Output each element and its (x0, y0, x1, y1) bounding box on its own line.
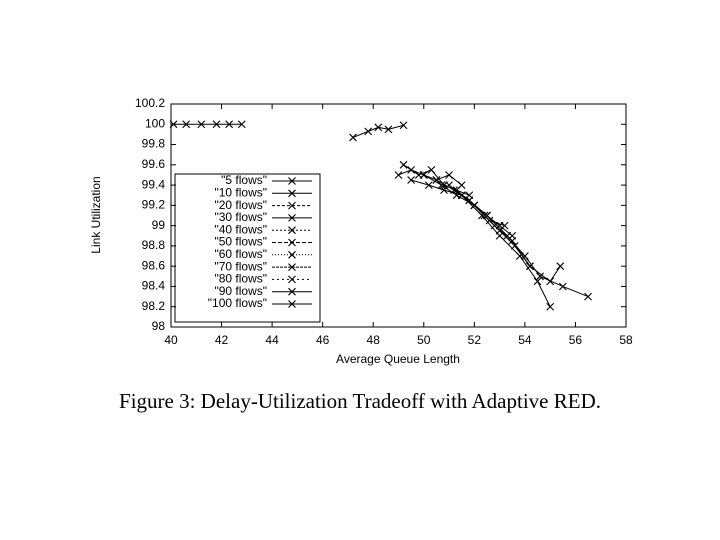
legend-label: "10 flows" (214, 185, 267, 199)
x-tick-label: 50 (417, 333, 431, 347)
legend-marker (288, 250, 296, 259)
data-point (432, 176, 441, 184)
data-point (364, 127, 373, 136)
data-point (483, 211, 491, 220)
data-point (225, 120, 234, 129)
y-tick-label: 100.2 (135, 96, 165, 110)
y-tick-label: 99.4 (142, 177, 166, 191)
legend-label: "80 flows" (214, 272, 267, 286)
legend-box (174, 173, 321, 323)
x-tick-label: 44 (265, 333, 279, 347)
x-tick-label: 54 (518, 333, 532, 347)
data-point (407, 176, 416, 184)
data-point (526, 262, 534, 271)
y-tick-label: 99 (152, 218, 166, 232)
y-tick-label: 99.6 (142, 157, 166, 171)
data-point (237, 120, 246, 129)
data-point (427, 165, 436, 174)
y-axis-label: Link Utilization (89, 176, 103, 253)
data-point (546, 277, 555, 286)
legend-label: "5 flows" (221, 173, 267, 187)
y-tick-label: 98.4 (142, 279, 166, 293)
data-point (182, 120, 191, 129)
data-point (349, 133, 357, 142)
y-tick-label: 98.8 (142, 238, 166, 252)
legend-marker (288, 214, 296, 222)
data-point (536, 272, 544, 281)
legend-label: "60 flows" (214, 247, 267, 261)
x-tick-label: 40 (164, 333, 178, 347)
series-line (423, 174, 505, 227)
data-point (495, 231, 504, 240)
legend-label: "70 flows" (214, 259, 267, 273)
data-point (490, 221, 499, 230)
legend-label: "50 flows" (214, 235, 267, 249)
legend-marker (288, 238, 296, 247)
legend-marker (288, 177, 296, 185)
data-point (556, 262, 565, 271)
legend-label: "40 flows" (214, 222, 267, 236)
data-point (424, 181, 433, 189)
data-point (212, 120, 221, 129)
data-point (558, 282, 567, 291)
data-point (197, 120, 206, 129)
legend-marker (288, 263, 296, 271)
series-line (403, 164, 470, 196)
data-point (394, 171, 403, 179)
data-point (399, 160, 408, 169)
y-tick-label: 100 (145, 116, 165, 130)
legend-marker (288, 226, 296, 235)
x-tick-label: 58 (619, 333, 633, 347)
legend-label: "30 flows" (214, 210, 267, 224)
plot-frame (170, 103, 627, 328)
data-point (445, 171, 453, 179)
legend-marker (288, 287, 296, 296)
data-point (584, 292, 592, 301)
y-tick-label: 98.2 (142, 299, 166, 313)
x-tick-label: 48 (367, 333, 381, 347)
y-tick-label: 99.2 (142, 198, 166, 212)
y-tick-label: 99.8 (142, 137, 166, 151)
legend-marker (288, 201, 296, 210)
data-point (384, 125, 393, 134)
data-point (503, 231, 512, 240)
data-point (419, 171, 428, 179)
legend-marker (288, 189, 296, 198)
x-tick-label: 56 (569, 333, 583, 347)
legend-marker (288, 275, 296, 284)
data-point (445, 181, 453, 189)
data-point (457, 191, 466, 200)
data-point (374, 123, 383, 132)
x-tick-label: 46 (316, 333, 330, 347)
legend-label: "90 flows" (214, 284, 267, 298)
caption: Figure 3: Delay-Utilization Tradeoff wit… (119, 389, 601, 413)
x-tick-label: 42 (215, 333, 229, 347)
data-point (399, 121, 408, 130)
y-tick-label: 98.6 (142, 258, 166, 272)
legend-label: "100 flows" (208, 296, 267, 310)
data-point (169, 120, 178, 129)
data-point (521, 252, 529, 260)
x-tick-label: 52 (468, 333, 482, 347)
legend-marker (288, 300, 296, 308)
x-axis-label: Average Queue Length (336, 352, 460, 366)
legend-label: "20 flows" (214, 198, 267, 212)
y-tick-label: 98 (152, 319, 166, 333)
data-point (470, 201, 479, 210)
data-point (533, 277, 542, 286)
data-point (546, 302, 555, 311)
